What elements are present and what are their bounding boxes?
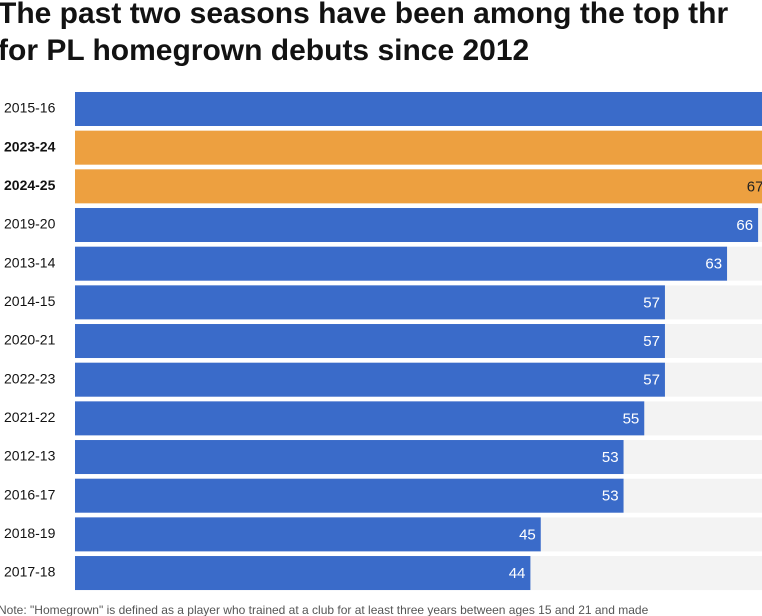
category-label: 2015-16 <box>4 100 56 116</box>
value-label: 66 <box>736 217 753 234</box>
category-label: 2019-20 <box>4 216 56 232</box>
bar <box>75 130 762 165</box>
bar <box>75 324 665 359</box>
value-label: 57 <box>643 333 660 350</box>
value-label: 57 <box>643 294 660 311</box>
value-label: 45 <box>519 526 536 543</box>
chart-title: The past two seasons have been among the… <box>0 0 728 30</box>
note: Note: "Homegrown" is defined as a player… <box>0 603 649 616</box>
category-label: 2016-17 <box>4 486 56 502</box>
category-label: 2017-18 <box>4 564 56 580</box>
category-label: 2012-13 <box>4 448 56 464</box>
bar <box>75 208 759 243</box>
value-label: 44 <box>509 565 526 582</box>
category-label: 2021-22 <box>4 409 56 425</box>
bar <box>75 169 762 204</box>
value-label: 53 <box>602 449 619 466</box>
bar <box>75 246 728 281</box>
bar <box>75 285 665 320</box>
value-label: 63 <box>705 256 722 273</box>
chart-title: for PL homegrown debuts since 2012 <box>0 34 529 67</box>
category-label: 2014-15 <box>4 293 56 309</box>
value-label: 53 <box>602 488 619 505</box>
category-label: 2020-21 <box>4 332 56 348</box>
bar <box>75 478 624 513</box>
value-label: 67 <box>747 178 762 195</box>
bar <box>75 362 665 397</box>
bar <box>75 401 645 436</box>
bar <box>75 440 624 475</box>
category-label: 2013-14 <box>4 254 56 270</box>
category-label: 2024-25 <box>4 177 56 193</box>
value-label: 55 <box>623 410 640 427</box>
bar <box>75 92 762 126</box>
value-label: 57 <box>643 372 660 389</box>
category-label: 2022-23 <box>4 370 56 386</box>
category-label: 2023-24 <box>4 138 56 154</box>
bar <box>75 556 531 591</box>
category-label: 2018-19 <box>4 525 56 541</box>
bar <box>75 517 541 552</box>
